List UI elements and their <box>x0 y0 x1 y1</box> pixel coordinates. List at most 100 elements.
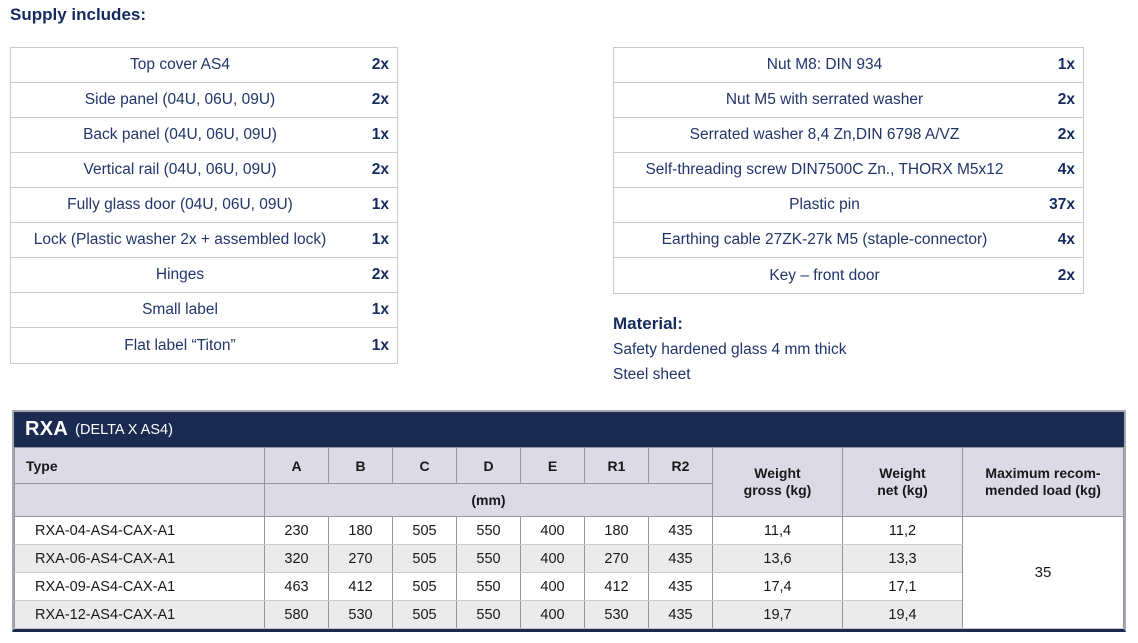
supply-item-label: Serrated washer 8,4 Zn,DIN 6798 A/VZ <box>689 126 960 143</box>
col-header-type: Type <box>14 447 265 484</box>
supply-table-right: Nut M8: DIN 934 1x Nut M5 with serrated … <box>613 47 1084 294</box>
spec-row: RXA-12-AS4-CAX-A1 580 530 505 550 400 53… <box>14 600 1124 629</box>
cell-a: 230 <box>264 516 329 545</box>
cell-r1: 412 <box>584 572 649 601</box>
supply-item-label: Small label <box>142 301 218 318</box>
supply-row: Key – front door 2x <box>614 258 1083 293</box>
supply-item-label: Vertical rail (04U, 06U, 09U) <box>83 161 277 178</box>
spec-row: RXA-06-AS4-CAX-A1 320 270 505 550 400 27… <box>14 544 1124 573</box>
supply-qty: 37x <box>1049 196 1075 213</box>
cell-b: 270 <box>328 544 393 573</box>
cell-type: RXA-09-AS4-CAX-A1 <box>14 572 265 601</box>
cell-weight-gross: 19,7 <box>712 600 843 629</box>
col-header-weight-gross: Weight gross (kg) <box>712 447 843 517</box>
cell-weight-gross: 13,6 <box>712 544 843 573</box>
supply-qty: 4x <box>1057 231 1075 248</box>
cell-r1: 530 <box>584 600 649 629</box>
supply-qty: 1x <box>371 336 389 354</box>
col-header-max-load: Maximum recom- mended load (kg) <box>962 447 1124 517</box>
col-header-weight-net: Weight net (kg) <box>842 447 963 517</box>
supply-item-label: Fully glass door (04U, 06U, 09U) <box>67 196 293 213</box>
cell-type: RXA-06-AS4-CAX-A1 <box>14 544 265 573</box>
cell-r1: 270 <box>584 544 649 573</box>
supply-qty: 1x <box>371 231 389 248</box>
cell-c: 505 <box>392 544 457 573</box>
supply-qty: 2x <box>371 266 389 283</box>
cell-weight-net: 13,3 <box>842 544 963 573</box>
supply-qty: 2x <box>371 56 389 73</box>
cell-weight-gross: 11,4 <box>712 516 843 545</box>
spec-table: RXA (DELTA X AS4) Type A B C D E R1 R2 W… <box>12 410 1126 632</box>
supply-item-label: Self-threading screw DIN7500C Zn., THORX… <box>645 161 1004 178</box>
cell-weight-net: 11,2 <box>842 516 963 545</box>
cell-type: RXA-12-AS4-CAX-A1 <box>14 600 265 629</box>
cell-weight-net: 17,1 <box>842 572 963 601</box>
supply-item-label: Side panel (04U, 06U, 09U) <box>84 91 276 108</box>
supply-qty: 1x <box>371 196 389 213</box>
cell-a: 580 <box>264 600 329 629</box>
cell-weight-net: 19,4 <box>842 600 963 629</box>
supply-item-label: Key – front door <box>769 266 880 284</box>
material-line: Safety hardened glass 4 mm thick <box>613 341 847 358</box>
col-header-e: E <box>520 447 585 484</box>
cell-d: 550 <box>456 544 521 573</box>
cell-r2: 435 <box>648 516 713 545</box>
supply-qty: 2x <box>371 91 389 108</box>
supply-qty: 1x <box>371 301 389 318</box>
supply-row: Top cover AS4 2x <box>11 48 397 83</box>
cell-d: 550 <box>456 516 521 545</box>
supply-row: Nut M8: DIN 934 1x <box>614 48 1083 83</box>
supply-row: Plastic pin 37x <box>614 188 1083 223</box>
supply-item-label: Earthing cable 27ZK-27k M5 (staple-conne… <box>661 231 988 248</box>
supply-qty: 2x <box>1057 266 1075 284</box>
supply-item-label: Nut M5 with serrated washer <box>725 91 924 108</box>
supply-row: Nut M5 with serrated washer 2x <box>614 83 1083 118</box>
supply-row: Small label 1x <box>11 293 397 328</box>
cell-r1: 180 <box>584 516 649 545</box>
supply-row: Side panel (04U, 06U, 09U) 2x <box>11 83 397 118</box>
supply-row: Hinges 2x <box>11 258 397 293</box>
supply-item-label: Nut M8: DIN 934 <box>766 56 883 73</box>
supply-row: Earthing cable 27ZK-27k M5 (staple-conne… <box>614 223 1083 258</box>
cell-e: 400 <box>520 544 585 573</box>
cell-a: 320 <box>264 544 329 573</box>
spec-title: RXA <box>25 418 69 440</box>
supply-row: Lock (Plastic washer 2x + assembled lock… <box>11 223 397 258</box>
supply-qty: 2x <box>1057 91 1075 108</box>
supply-row: Back panel (04U, 06U, 09U) 1x <box>11 118 397 153</box>
col-header-d: D <box>456 447 521 484</box>
supply-table-left: Top cover AS4 2x Side panel (04U, 06U, 0… <box>10 47 398 364</box>
supply-row: Vertical rail (04U, 06U, 09U) 2x <box>11 153 397 188</box>
material-heading: Material: <box>613 314 683 333</box>
cell-b: 180 <box>328 516 393 545</box>
material-section: Material: Safety hardened glass 4 mm thi… <box>613 311 846 387</box>
supply-item-label: Flat label “Titon” <box>124 336 236 354</box>
supply-qty: 4x <box>1057 161 1075 178</box>
cell-e: 400 <box>520 516 585 545</box>
col-header-r2: R2 <box>648 447 713 484</box>
cell-b: 412 <box>328 572 393 601</box>
spec-subtitle: (DELTA X AS4) <box>75 421 173 438</box>
spec-row: RXA-04-AS4-CAX-A1 230 180 505 550 400 18… <box>14 516 1124 629</box>
col-header-r1: R1 <box>584 447 649 484</box>
cell-c: 505 <box>392 600 457 629</box>
cell-r2: 435 <box>648 572 713 601</box>
cell-c: 505 <box>392 516 457 545</box>
cell-r2: 435 <box>648 600 713 629</box>
cell-type: RXA-04-AS4-CAX-A1 <box>14 516 265 545</box>
cell-b: 530 <box>328 600 393 629</box>
supply-row: Self-threading screw DIN7500C Zn., THORX… <box>614 153 1083 188</box>
supply-row: Fully glass door (04U, 06U, 09U) 1x <box>11 188 397 223</box>
supply-qty: 2x <box>371 161 389 178</box>
supply-item-label: Plastic pin <box>789 196 860 213</box>
supply-includes-heading: Supply includes: <box>10 5 147 24</box>
spec-row: RXA-09-AS4-CAX-A1 463 412 505 550 400 41… <box>14 572 1124 601</box>
cell-e: 400 <box>520 600 585 629</box>
supply-qty: 1x <box>371 126 389 143</box>
col-header-c: C <box>392 447 457 484</box>
cell-max-load: 35 <box>962 516 1124 629</box>
cell-e: 400 <box>520 572 585 601</box>
unit-row-label: (mm) <box>264 483 713 517</box>
supply-qty: 1x <box>1057 56 1075 73</box>
col-header-b: B <box>328 447 393 484</box>
